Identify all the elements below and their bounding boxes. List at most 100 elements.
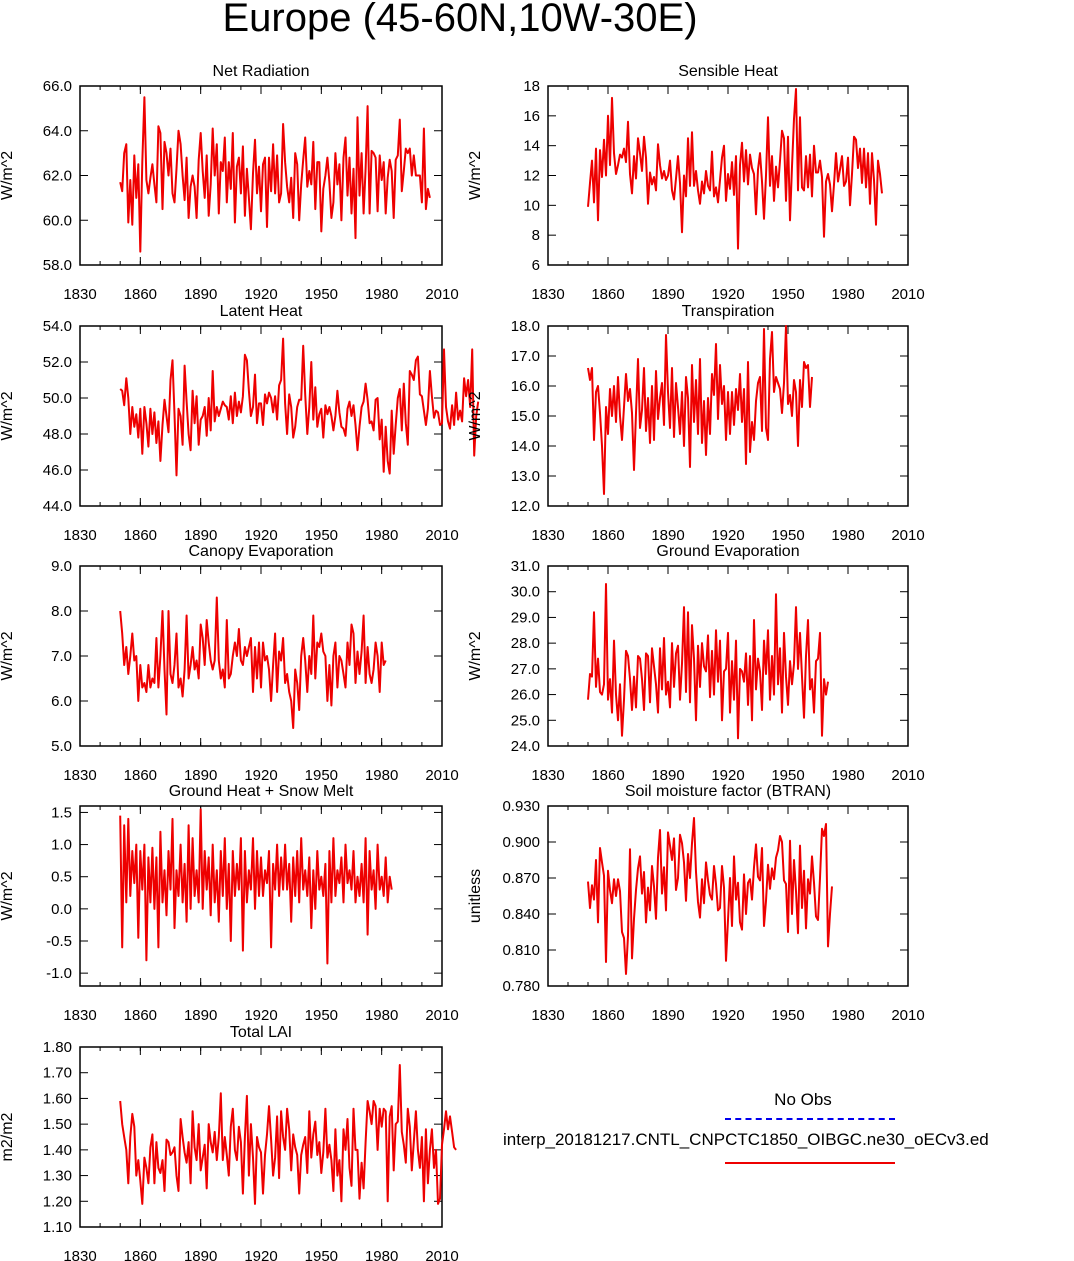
y-tick-label: 66.0 bbox=[43, 78, 72, 95]
chart-panel: 1830 1860 1890 1920 1950 1980 2010 -1.0 -0.5 0.0 0… bbox=[0, 783, 459, 1024]
x-tick-label: 1860 bbox=[591, 527, 624, 544]
y-tick-label: 12 bbox=[523, 168, 540, 185]
y-tick-label: 31.0 bbox=[511, 558, 540, 575]
y-tick-label: 28.0 bbox=[511, 635, 540, 652]
x-tick-label: 1980 bbox=[831, 767, 864, 784]
x-tick-label: 1830 bbox=[63, 286, 96, 303]
x-tick-label: 1980 bbox=[365, 767, 398, 784]
page-title: Europe (45-60N,10W-30E) bbox=[222, 0, 698, 40]
chart-title: Sensible Heat bbox=[678, 63, 778, 80]
y-tick-label: 46.0 bbox=[43, 462, 72, 479]
chart-title: Soil moisture factor (BTRAN) bbox=[625, 783, 831, 800]
y-tick-label: 15.0 bbox=[511, 408, 540, 425]
x-tick-label: 2010 bbox=[891, 1007, 924, 1024]
x-tick-label: 1950 bbox=[305, 1248, 338, 1261]
x-tick-label: 1950 bbox=[771, 286, 804, 303]
y-tick-label: 0.0 bbox=[51, 901, 72, 918]
y-axis-label: W/m^2 bbox=[0, 871, 16, 920]
series-line bbox=[119, 1064, 457, 1205]
chart-panel: 1830 1860 1890 1920 1950 1980 2010 24.0 25.0 26.0… bbox=[467, 543, 925, 784]
chart-panel: 1830 1860 1890 1920 1950 1980 2010 58.0 60.0 62.0… bbox=[0, 63, 459, 303]
x-tick-label: 1980 bbox=[831, 527, 864, 544]
y-tick-label: 14 bbox=[523, 138, 540, 155]
y-tick-label: 18.0 bbox=[511, 318, 540, 335]
chart-title: Canopy Evaporation bbox=[189, 543, 334, 560]
chart-panel: 1830 1860 1890 1920 1950 1980 2010 5.0 6.0 7.0 8.0… bbox=[0, 543, 459, 784]
x-tick-label: 1920 bbox=[244, 527, 277, 544]
x-tick-label: 1920 bbox=[244, 286, 277, 303]
y-tick-label: 0.900 bbox=[502, 834, 540, 851]
y-tick-label: 1.70 bbox=[43, 1065, 72, 1082]
y-tick-label: 24.0 bbox=[511, 738, 540, 755]
x-tick-label: 1890 bbox=[651, 1007, 684, 1024]
y-tick-label: 25.0 bbox=[511, 712, 540, 729]
x-tick-label: 1890 bbox=[184, 1248, 217, 1261]
legend-model-label: interp_20181217.CNTL_CNPCTC1850_OIBGC.ne… bbox=[503, 1130, 989, 1149]
series-line bbox=[587, 88, 883, 250]
y-tick-label: 1.10 bbox=[43, 1219, 72, 1236]
series-line bbox=[587, 325, 813, 495]
chart-title: Transpiration bbox=[682, 303, 775, 320]
y-tick-label: 16.0 bbox=[511, 378, 540, 395]
x-tick-label: 1920 bbox=[244, 1007, 277, 1024]
x-tick-label: 1890 bbox=[184, 527, 217, 544]
x-tick-label: 1980 bbox=[365, 286, 398, 303]
x-tick-label: 1890 bbox=[184, 767, 217, 784]
chart-panel: 1830 1860 1890 1920 1950 1980 2010 1.10 1.20 1.30… bbox=[0, 1024, 459, 1261]
y-tick-label: 18 bbox=[523, 78, 540, 95]
y-tick-label: 1.80 bbox=[43, 1039, 72, 1056]
x-tick-label: 1980 bbox=[365, 1007, 398, 1024]
y-tick-label: 1.40 bbox=[43, 1142, 72, 1159]
y-tick-label: 10 bbox=[523, 197, 540, 214]
x-tick-label: 1830 bbox=[531, 767, 564, 784]
x-tick-label: 1830 bbox=[531, 286, 564, 303]
x-tick-label: 1860 bbox=[124, 767, 157, 784]
x-tick-label: 2010 bbox=[425, 286, 458, 303]
x-tick-label: 1890 bbox=[651, 527, 684, 544]
series-line bbox=[119, 337, 480, 477]
y-tick-label: 1.50 bbox=[43, 1116, 72, 1133]
x-tick-label: 1950 bbox=[305, 1007, 338, 1024]
y-tick-label: 5.0 bbox=[51, 738, 72, 755]
y-tick-label: 6.0 bbox=[51, 693, 72, 710]
legend-obs-label: No Obs bbox=[774, 1090, 832, 1109]
y-tick-label: 29.0 bbox=[511, 609, 540, 626]
plot-frame bbox=[79, 325, 443, 507]
x-tick-label: 1860 bbox=[591, 286, 624, 303]
y-axis-label: W/m^2 bbox=[467, 631, 484, 680]
y-tick-label: 27.0 bbox=[511, 661, 540, 678]
y-tick-label: 30.0 bbox=[511, 584, 540, 601]
y-tick-label: 16 bbox=[523, 108, 540, 125]
chart-title: Ground Heat + Snow Melt bbox=[169, 783, 354, 800]
x-tick-label: 1830 bbox=[63, 767, 96, 784]
x-tick-label: 1890 bbox=[651, 286, 684, 303]
y-axis-label: W/m^2 bbox=[467, 391, 484, 440]
x-tick-label: 1920 bbox=[244, 767, 277, 784]
y-tick-label: 1.20 bbox=[43, 1193, 72, 1210]
x-tick-label: 1860 bbox=[124, 1248, 157, 1261]
x-tick-label: 2010 bbox=[425, 1248, 458, 1261]
y-axis-label: unitless bbox=[467, 869, 484, 923]
x-tick-label: 2010 bbox=[891, 767, 924, 784]
y-tick-label: 1.60 bbox=[43, 1090, 72, 1107]
x-tick-label: 1950 bbox=[305, 286, 338, 303]
x-tick-label: 1920 bbox=[711, 767, 744, 784]
y-tick-label: 52.0 bbox=[43, 354, 72, 371]
x-tick-label: 1950 bbox=[771, 1007, 804, 1024]
chart-panel: 1830 1860 1890 1920 1950 1980 2010 0.780 0.810 0.… bbox=[467, 783, 925, 1024]
y-tick-label: 58.0 bbox=[43, 257, 72, 274]
y-tick-label: 8.0 bbox=[51, 603, 72, 620]
x-tick-label: 2010 bbox=[891, 527, 924, 544]
series-line bbox=[587, 583, 829, 740]
y-tick-label: 6 bbox=[532, 257, 540, 274]
y-axis-label: W/m^2 bbox=[0, 391, 16, 440]
x-tick-label: 1950 bbox=[305, 767, 338, 784]
y-tick-label: 50.0 bbox=[43, 390, 72, 407]
y-tick-label: 1.5 bbox=[51, 804, 72, 821]
x-tick-label: 1980 bbox=[365, 527, 398, 544]
y-tick-label: 0.810 bbox=[502, 942, 540, 959]
y-tick-label: 54.0 bbox=[43, 318, 72, 335]
legend-model-swatch bbox=[725, 1162, 895, 1164]
y-tick-label: 64.0 bbox=[43, 123, 72, 140]
y-tick-label: -0.5 bbox=[46, 933, 72, 950]
